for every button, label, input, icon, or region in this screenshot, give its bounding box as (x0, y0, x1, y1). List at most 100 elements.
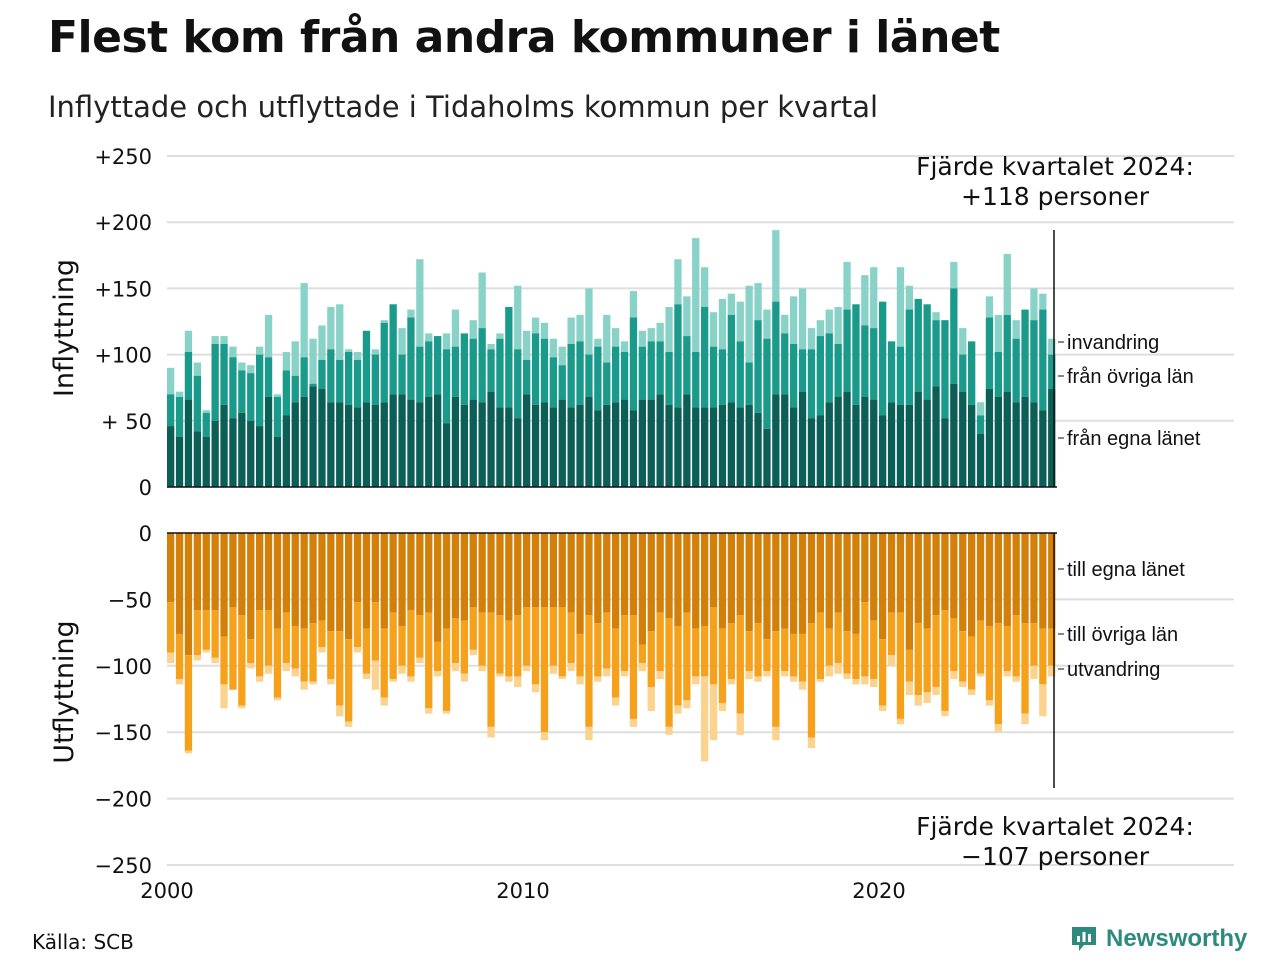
page-subtitle: Inflyttade och utflyttade i Tidaholms ko… (48, 90, 879, 124)
bar-fran-ovriga-lan (887, 341, 896, 403)
bar-fran-ovriga-lan (193, 375, 201, 432)
bar-fran-ovriga-lan (985, 317, 994, 390)
bar-fran-egna-lanet (798, 391, 807, 487)
bar-till-ovriga-lan (193, 610, 201, 656)
bottom-annotation-line2: −107 personer (961, 842, 1150, 871)
bar-invandring (451, 309, 460, 347)
bar-till-ovriga-lan (709, 607, 718, 685)
bar-fran-ovriga-lan (167, 394, 175, 427)
bar-till-egna-lanet (816, 533, 824, 613)
bar-utvandring (887, 655, 896, 666)
bar-invandring (407, 309, 415, 318)
bar-invandring (585, 288, 593, 355)
bar-fran-ovriga-lan (816, 336, 824, 416)
bar-invandring (896, 267, 905, 347)
bar-till-egna-lanet (603, 533, 611, 613)
bar-fran-ovriga-lan (531, 333, 540, 405)
bar-till-ovriga-lan (238, 615, 246, 706)
bar-invandring (380, 320, 388, 323)
bar-till-egna-lanet (523, 533, 531, 608)
bar-till-egna-lanet (291, 533, 299, 626)
bar-till-ovriga-lan (407, 610, 415, 677)
bar-till-ovriga-lan (442, 628, 451, 711)
bar-utvandring (220, 684, 228, 709)
bar-invandring (300, 283, 308, 358)
bar-fran-egna-lanet (968, 404, 976, 487)
top-ytick-label: +150 (94, 277, 152, 301)
bar-till-egna-lanet (398, 533, 406, 626)
bar-till-egna-lanet (273, 533, 282, 629)
bar-invandring (175, 391, 184, 397)
bar-invandring (229, 346, 237, 358)
bar-fran-ovriga-lan (807, 349, 816, 419)
bar-fran-ovriga-lan (309, 383, 317, 387)
bar-till-ovriga-lan (389, 612, 397, 680)
bar-till-egna-lanet (790, 533, 798, 634)
bar-fran-ovriga-lan (184, 351, 193, 400)
bar-fran-egna-lanet (345, 404, 353, 487)
bottom-ytick-label: −50 (108, 588, 152, 612)
bar-till-ovriga-lan (959, 631, 967, 682)
bar-till-ovriga-lan (531, 607, 540, 685)
top-ytick-label: + 50 (101, 410, 152, 434)
bar-fran-ovriga-lan (256, 354, 264, 427)
bar-fran-egna-lanet (701, 407, 709, 487)
bar-invandring (478, 272, 486, 329)
bar-invandring (549, 338, 557, 358)
bar-utvandring (905, 681, 913, 696)
bar-till-egna-lanet (1012, 533, 1020, 616)
bar-utvandring (505, 676, 513, 682)
bar-fran-egna-lanet (407, 399, 415, 487)
bar-till-ovriga-lan (425, 612, 433, 709)
brand[interactable]: Newsworthy (1070, 924, 1247, 954)
bar-utvandring (923, 692, 931, 703)
bar-utvandring (612, 697, 620, 706)
bar-fran-ovriga-lan (300, 357, 308, 397)
bar-fran-egna-lanet (264, 396, 273, 487)
bar-fran-egna-lanet (247, 420, 255, 487)
bar-utvandring (968, 689, 976, 696)
bar-fran-egna-lanet (861, 396, 869, 487)
bar-fran-ovriga-lan (247, 373, 255, 421)
inflyttning-bars (167, 230, 1056, 487)
bar-invandring (256, 346, 264, 355)
bar-till-egna-lanet (353, 533, 362, 603)
bar-till-ovriga-lan (434, 641, 442, 672)
bar-utvandring (781, 671, 789, 677)
bar-fran-ovriga-lan (718, 349, 727, 405)
bar-fran-egna-lanet (816, 415, 824, 487)
bar-till-ovriga-lan (540, 607, 549, 733)
bar-fran-egna-lanet (709, 407, 718, 487)
bar-fran-egna-lanet (371, 404, 379, 487)
utflyttning-bars (167, 533, 1056, 762)
bar-fran-ovriga-lan (1039, 309, 1047, 411)
bar-till-egna-lanet (674, 533, 682, 626)
bar-fran-ovriga-lan (629, 317, 638, 411)
bar-utvandring (416, 657, 424, 664)
bar-till-ovriga-lan (416, 615, 424, 658)
bar-till-ovriga-lan (229, 607, 237, 690)
bar-invandring (843, 261, 851, 310)
bar-invandring (825, 309, 833, 334)
bar-utvandring (264, 665, 273, 674)
bar-fran-egna-lanet (932, 386, 940, 487)
bar-fran-egna-lanet (683, 394, 691, 487)
bar-till-egna-lanet (531, 533, 540, 608)
bar-till-ovriga-lan (549, 607, 557, 666)
bar-till-ovriga-lan (816, 612, 824, 680)
bar-utvandring (273, 697, 282, 701)
bar-utvandring (407, 676, 415, 682)
bar-invandring (638, 330, 646, 347)
bar-fran-egna-lanet (229, 418, 237, 487)
bar-till-ovriga-lan (202, 610, 210, 650)
bar-till-ovriga-lan (727, 623, 735, 680)
bar-fran-ovriga-lan (540, 338, 549, 403)
bar-till-egna-lanet (594, 533, 602, 624)
bar-utvandring (336, 705, 344, 717)
bar-utvandring (985, 700, 994, 706)
bar-invandring (193, 362, 201, 376)
bottom-annotation-line1: Fjärde kvartalet 2024: (916, 812, 1194, 841)
bar-invandring (336, 304, 344, 360)
bar-utvandring (175, 679, 184, 685)
bar-fran-egna-lanet (585, 396, 593, 487)
